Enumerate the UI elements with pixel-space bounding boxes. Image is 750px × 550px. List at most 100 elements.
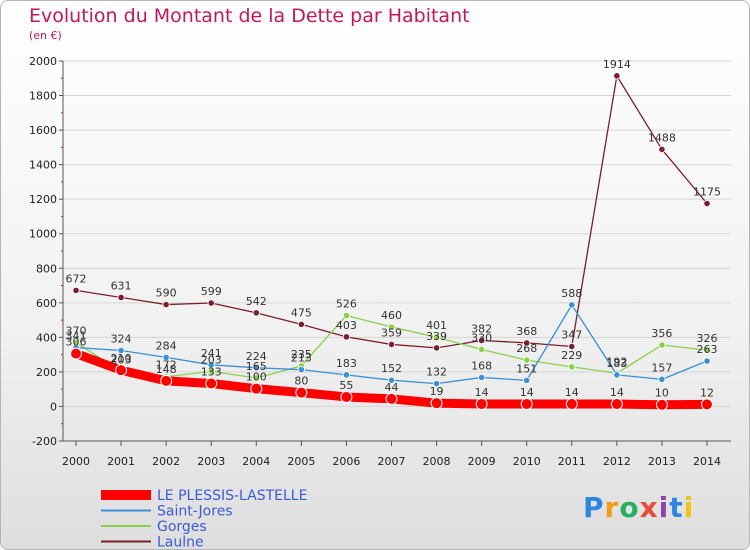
legend-label: Gorges	[157, 519, 207, 535]
data-point	[703, 199, 711, 208]
data-point	[658, 375, 666, 383]
logo-letter: i	[683, 491, 695, 524]
data-label: 356	[651, 327, 672, 340]
data-point	[117, 293, 125, 302]
data-point	[385, 392, 398, 405]
data-point	[568, 363, 576, 371]
y-tick-label: 1800	[29, 90, 57, 103]
data-point	[523, 356, 531, 364]
data-label: 588	[561, 287, 582, 300]
data-point	[252, 309, 260, 317]
data-label: 44	[385, 381, 399, 394]
data-point	[523, 339, 531, 347]
proxiti-logo: Proxiti	[583, 491, 694, 524]
y-tick-label: 1400	[29, 159, 57, 172]
data-label: 284	[156, 339, 177, 352]
data-label: 203	[201, 353, 222, 366]
x-tick-label: 2010	[513, 455, 541, 468]
data-label: 382	[471, 322, 492, 335]
data-label: 672	[66, 272, 87, 285]
y-tick-label: 0	[50, 400, 57, 413]
data-point	[478, 345, 486, 354]
data-point	[478, 336, 486, 345]
data-point	[613, 72, 621, 80]
x-tick-label: 2001	[107, 455, 135, 468]
data-point	[475, 398, 488, 411]
data-label: 268	[516, 342, 537, 355]
data-label: 599	[201, 285, 222, 298]
data-label: 263	[697, 343, 718, 356]
data-label: 368	[516, 325, 537, 338]
data-label: 324	[111, 332, 132, 345]
data-point	[655, 398, 668, 411]
data-label: 347	[561, 329, 582, 342]
data-point	[703, 357, 711, 365]
data-label: 590	[156, 287, 177, 300]
data-point	[523, 376, 531, 384]
data-label: 213	[291, 352, 312, 365]
chart-title: Evolution du Montant de la Dette par Hab…	[29, 5, 470, 27]
data-point	[387, 340, 396, 349]
data-label: 401	[426, 319, 447, 332]
data-label: 1488	[648, 131, 676, 144]
data-label: 14	[475, 386, 489, 399]
x-tick-label: 2011	[558, 455, 586, 468]
data-label: 14	[520, 386, 534, 399]
data-point	[295, 386, 308, 399]
data-label: 526	[336, 298, 357, 311]
data-point	[701, 398, 713, 411]
data-point	[205, 377, 218, 390]
data-point	[387, 323, 396, 331]
logo-letter: x	[639, 491, 659, 524]
data-label: 330	[471, 331, 492, 344]
data-point	[703, 346, 711, 354]
data-label: 14	[565, 386, 579, 399]
data-label: 542	[246, 295, 267, 308]
logo-letter: i	[658, 491, 670, 524]
data-label: 306	[66, 336, 87, 349]
y-tick-label: 200	[36, 366, 57, 379]
data-label: 157	[651, 361, 672, 374]
y-tick-label: 2000	[29, 55, 57, 68]
data-label: 10	[655, 387, 669, 400]
data-point	[340, 390, 353, 403]
data-label: 341	[66, 330, 87, 343]
data-label: 12	[700, 386, 714, 399]
data-label: 210	[111, 352, 132, 365]
data-point	[162, 353, 170, 361]
data-label: 326	[697, 332, 718, 345]
data-label: 19	[430, 385, 444, 398]
data-point	[658, 145, 666, 154]
x-tick-label: 2013	[648, 455, 676, 468]
data-label: 152	[381, 362, 402, 375]
data-point	[162, 300, 170, 309]
data-label: 80	[294, 375, 308, 388]
data-point	[70, 347, 82, 360]
x-tick-label: 2009	[468, 455, 496, 468]
legend-label: Saint-Jores	[157, 504, 233, 520]
data-point	[115, 364, 128, 377]
logo-letter: o	[619, 491, 640, 524]
logo-letter: r	[604, 491, 620, 524]
legend-label: Laulne	[157, 535, 204, 550]
y-tick-label: 1200	[29, 193, 57, 206]
data-point	[160, 374, 173, 387]
data-point	[430, 397, 443, 410]
data-label: 460	[381, 309, 402, 322]
data-point	[297, 366, 305, 374]
data-label: 168	[471, 359, 492, 372]
data-label: 359	[381, 326, 402, 339]
data-label: 165	[246, 360, 267, 373]
data-label: 151	[516, 362, 537, 375]
data-label: 235	[291, 348, 312, 361]
data-point	[432, 333, 441, 341]
x-tick-label: 2006	[332, 455, 360, 468]
data-label: 339	[426, 330, 447, 343]
data-point	[658, 341, 666, 349]
data-point	[568, 342, 576, 351]
data-point	[342, 333, 351, 341]
data-label: 172	[156, 359, 177, 372]
data-point	[565, 398, 578, 411]
